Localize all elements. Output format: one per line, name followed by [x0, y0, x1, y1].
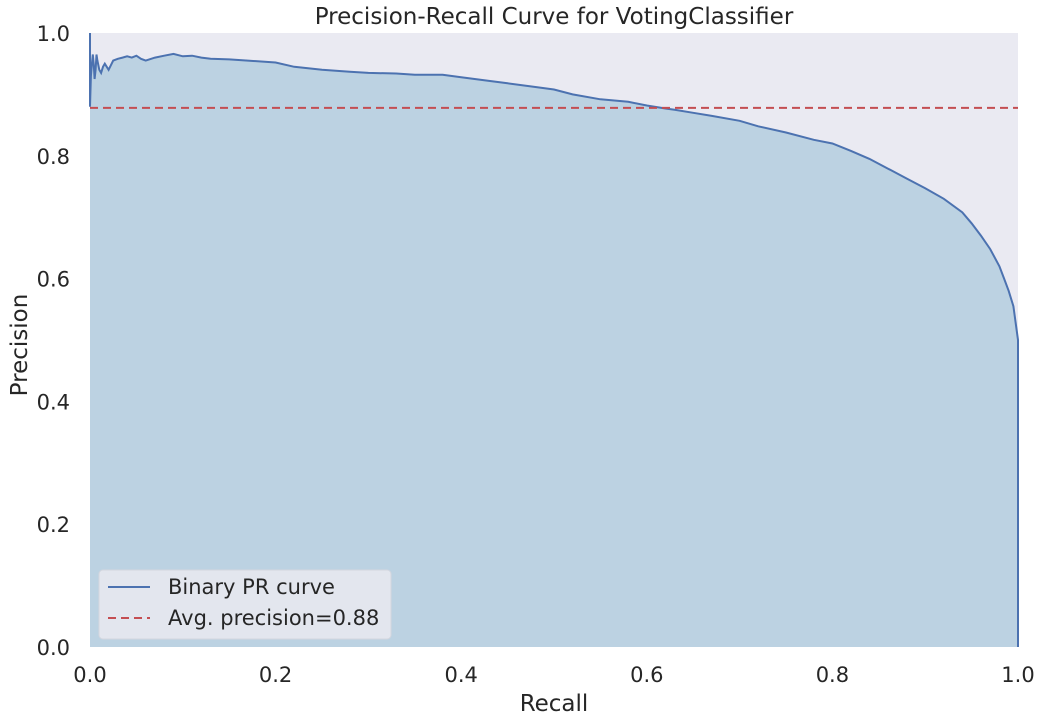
legend: Binary PR curve Avg. precision=0.88: [98, 569, 392, 640]
legend-label-avg-precision: Avg. precision=0.88: [168, 606, 379, 630]
pr-curve-line: [89, 33, 1019, 647]
y-tick-labels: 0.0 0.2 0.4 0.6 0.8 1.0: [37, 22, 70, 660]
x-axis-label: Recall: [520, 691, 589, 717]
pr-area-fill: [90, 33, 1018, 647]
y-tick-label: 0.4: [37, 390, 70, 414]
y-tick-label: 0.8: [37, 145, 70, 169]
legend-label-pr-curve: Binary PR curve: [168, 575, 335, 599]
y-tick-label: 1.0: [37, 22, 70, 46]
chart-title: Precision-Recall Curve for VotingClassif…: [315, 4, 794, 30]
y-tick-label: 0.6: [37, 268, 70, 292]
x-tick-labels: 0.0 0.2 0.4 0.6 0.8 1.0: [73, 663, 1034, 687]
y-tick-label: 0.0: [37, 636, 70, 660]
x-tick-label: 0.8: [816, 663, 849, 687]
y-tick-label: 0.2: [37, 513, 70, 537]
x-tick-label: 0.2: [259, 663, 292, 687]
y-axis-label: Precision: [7, 294, 33, 397]
x-tick-label: 0.6: [630, 663, 663, 687]
x-tick-label: 0.0: [73, 663, 106, 687]
legend-box: [98, 569, 392, 640]
x-tick-label: 1.0: [1001, 663, 1034, 687]
x-tick-label: 0.4: [444, 663, 477, 687]
